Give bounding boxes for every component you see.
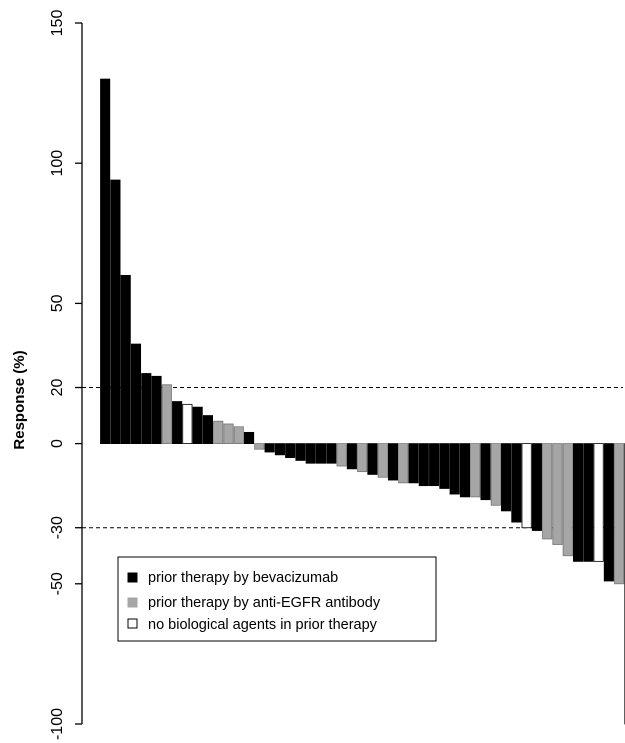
legend: prior therapy by bevacizumab prior thera… (117, 556, 437, 642)
y-tick-label: -100 (49, 708, 66, 740)
legend-label-bevacizumab: prior therapy by bevacizumab (148, 570, 338, 586)
bar (100, 78, 111, 444)
bar (295, 443, 306, 461)
bar (490, 443, 501, 506)
y-tick-label: 50 (49, 294, 66, 312)
bar (120, 274, 131, 444)
bar (161, 384, 172, 445)
y-tick-label: 20 (49, 379, 66, 397)
bar (531, 443, 542, 531)
legend-swatch-bevacizumab (127, 572, 138, 583)
bar (367, 443, 378, 475)
bar (542, 443, 553, 540)
bar (346, 443, 357, 470)
bar (223, 423, 234, 445)
bar (572, 443, 584, 562)
bar (377, 443, 388, 478)
bar (274, 443, 285, 456)
bar (326, 443, 337, 464)
bar (315, 443, 327, 464)
bar (182, 403, 193, 444)
y-tick-label: 0 (49, 439, 66, 448)
bar (172, 401, 183, 445)
bar (470, 443, 481, 498)
bar (213, 420, 224, 445)
y-tick-label: -30 (49, 516, 66, 539)
bar (552, 443, 563, 545)
bar (151, 375, 162, 444)
bar (501, 443, 512, 512)
bar (429, 443, 440, 487)
bar (141, 373, 152, 444)
bar (511, 443, 522, 523)
y-axis: 150 100 50 20 0 -30 -50 -100 (49, 10, 83, 740)
bar (614, 443, 625, 585)
bar (192, 406, 203, 444)
legend-swatch-anti-egfr (127, 597, 138, 608)
bar (336, 443, 347, 467)
bar (202, 415, 214, 444)
bar (439, 443, 450, 489)
bar (110, 179, 121, 444)
y-axis-label: Response (%) (11, 350, 28, 449)
y-tick-label: -50 (49, 572, 66, 595)
bar (408, 443, 419, 484)
bar (130, 343, 142, 444)
bar (449, 443, 460, 495)
bar (480, 443, 491, 501)
bar (305, 443, 316, 464)
bar (254, 443, 265, 450)
bar (387, 443, 399, 481)
bar (459, 443, 470, 498)
bar (521, 443, 532, 529)
y-tick-label: 150 (49, 10, 66, 37)
legend-label-anti-egfr: prior therapy by anti-EGFR antibody (148, 595, 381, 611)
legend-swatch-no-biological (127, 618, 138, 629)
bar (418, 443, 429, 487)
y-tick-label: 100 (49, 150, 66, 177)
bar (583, 443, 594, 562)
bar (285, 443, 296, 459)
bar (233, 426, 244, 444)
bar (398, 443, 409, 484)
bar (562, 443, 573, 557)
bar (357, 443, 368, 473)
legend-box (117, 556, 437, 642)
legend-label-no-biological: no biological agents in prior therapy (148, 617, 378, 633)
bar (244, 431, 255, 445)
bar (264, 443, 275, 453)
bar (593, 443, 604, 562)
bar (603, 443, 614, 582)
